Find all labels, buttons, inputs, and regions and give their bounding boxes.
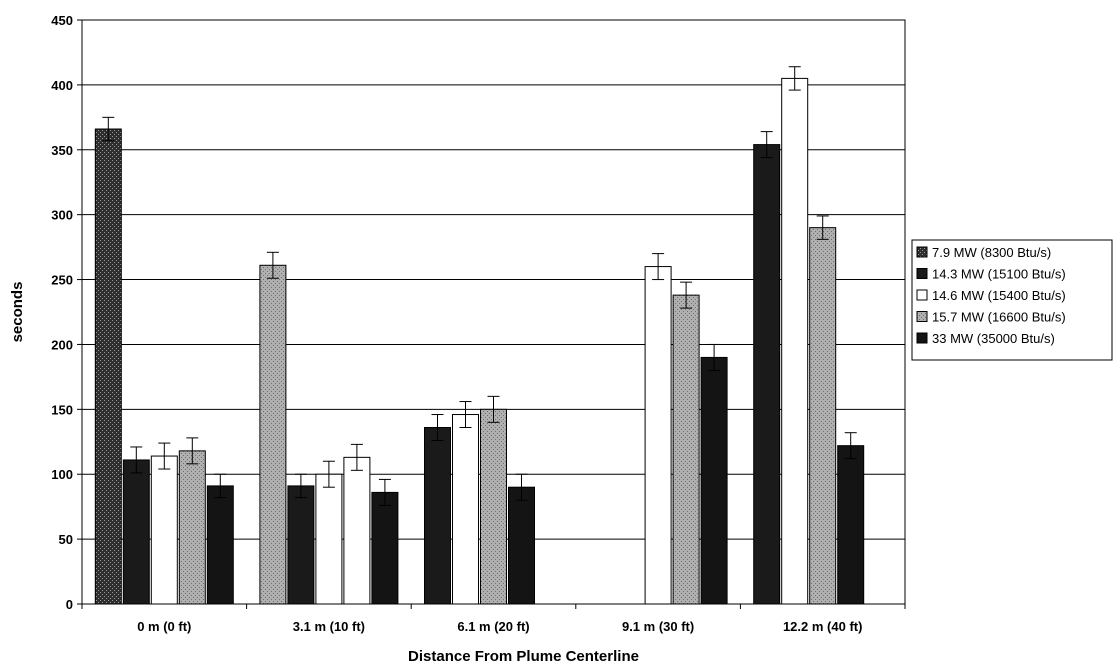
- y-tick-label: 250: [51, 273, 73, 288]
- y-tick-label: 150: [51, 402, 73, 417]
- bar: [287, 485, 315, 605]
- bar: [259, 264, 287, 605]
- legend-entry: 15.7 MW (16600 Btu/s): [932, 310, 1066, 325]
- bar: [150, 455, 178, 605]
- bar: [452, 414, 479, 605]
- bar: [700, 356, 728, 605]
- y-tick-label: 50: [59, 532, 73, 547]
- legend-entry: 7.9 MW (8300 Btu/s): [932, 245, 1051, 260]
- legend-entry: 14.3 MW (15100 Btu/s): [932, 267, 1066, 282]
- legend-swatch: [916, 311, 928, 322]
- bar: [178, 450, 206, 605]
- x-tick-label: 12.2 m (40 ft): [783, 619, 862, 634]
- y-axis-ticks: 0 50 100 150 200 250 300 350 400 450: [51, 13, 82, 612]
- bar: [371, 491, 399, 605]
- bar: [480, 408, 507, 605]
- y-tick-label: 450: [51, 13, 73, 28]
- bar: [781, 77, 809, 605]
- bar: [837, 445, 865, 605]
- legend: 7.9 MW (8300 Btu/s) 14.3 MW (15100 Btu/s)…: [911, 239, 1113, 361]
- x-axis-ticks: 0 m (0 ft) 3.1 m (10 ft) 6.1 m (20 ft) 9.1 …: [81, 604, 906, 634]
- legend-entry: 33 MW (35000 Btu/s): [932, 331, 1055, 346]
- bar: [809, 227, 837, 605]
- legend-swatch: [916, 289, 928, 301]
- y-tick-label: 400: [51, 78, 73, 93]
- legend-swatch: [916, 246, 928, 258]
- bar: [94, 128, 122, 605]
- x-axis-title: Distance From Plume Centerline: [408, 648, 639, 665]
- bar: [672, 294, 700, 605]
- bar: [644, 266, 672, 605]
- legend-entry: 14.6 MW (15400 Btu/s): [932, 288, 1066, 303]
- bar: [206, 485, 234, 605]
- x-tick-label: 3.1 m (10 ft): [293, 619, 365, 634]
- bar: [424, 427, 451, 605]
- x-tick-label: 9.1 m (30 ft): [622, 619, 694, 634]
- bar: [122, 459, 150, 605]
- bars: [94, 66, 865, 605]
- legend-swatch: [916, 268, 928, 279]
- legend-box: [911, 239, 1113, 361]
- bar: [315, 473, 343, 605]
- y-tick-label: 350: [51, 143, 73, 158]
- y-tick-label: 100: [51, 467, 73, 482]
- legend-swatch: [916, 332, 928, 344]
- x-tick-label: 0 m (0 ft): [137, 619, 191, 634]
- x-tick-label: 6.1 m (20 ft): [457, 619, 529, 634]
- bar: [343, 456, 371, 605]
- y-tick-label: 300: [51, 208, 73, 223]
- bar: [508, 486, 535, 605]
- y-axis-title: seconds: [9, 282, 26, 343]
- bar: [753, 144, 781, 605]
- y-tick-label: 0: [66, 597, 73, 612]
- y-tick-label: 200: [51, 337, 73, 352]
